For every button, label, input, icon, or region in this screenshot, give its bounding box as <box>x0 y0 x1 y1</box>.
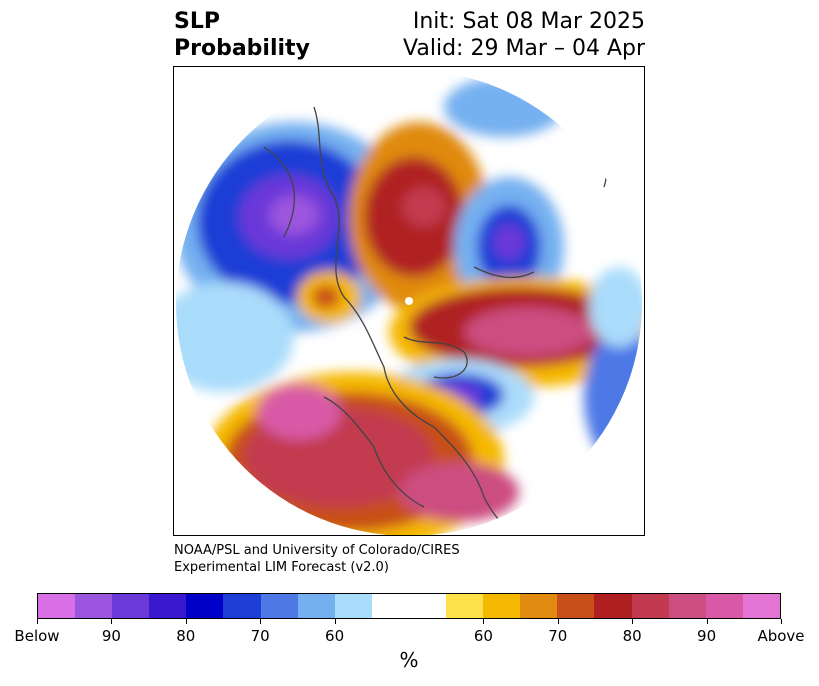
colorbar-segment <box>186 594 224 618</box>
colorbar-segment <box>408 594 447 618</box>
valid-range: Valid: 29 Mar – 04 Apr <box>403 36 645 61</box>
colorbar-segment <box>260 594 298 618</box>
colorbar-tick-mark <box>483 619 485 624</box>
credit: NOAA/PSL and University of Colorado/CIRE… <box>174 542 460 576</box>
colorbar-segment <box>112 594 150 618</box>
colorbar-segment <box>223 594 261 618</box>
colorbar-segment <box>38 594 76 618</box>
colorbar-tick-label: 90 <box>697 627 717 645</box>
colorbar-segment <box>483 594 521 618</box>
colorbar-segment <box>334 594 372 618</box>
colorbar-tick-label: 70 <box>250 627 270 645</box>
colorbar-tick-mark <box>185 619 187 624</box>
polar-map <box>173 66 645 536</box>
colorbar-tick-mark <box>557 619 559 624</box>
colorbar-segment <box>594 594 632 618</box>
colorbar-segment <box>631 594 669 618</box>
colorbar-tick-mark <box>706 619 708 624</box>
colorbar-tick-mark <box>37 619 38 624</box>
colorbar-segment <box>75 594 113 618</box>
colorbar-segment <box>149 594 187 618</box>
colorbar-tick-mark <box>260 619 262 624</box>
title-variable: SLP <box>174 9 220 34</box>
colorbar <box>37 593 781 619</box>
init-date: Init: Sat 08 Mar 2025 <box>412 9 645 34</box>
credit-line-2: Experimental LIM Forecast (v2.0) <box>174 560 389 575</box>
colorbar-tick-label: 60 <box>325 627 345 645</box>
colorbar-tick-label: Above <box>757 627 805 645</box>
credit-line-1: NOAA/PSL and University of Colorado/CIRE… <box>174 543 460 558</box>
colorbar-tick-mark <box>781 619 782 624</box>
colorbar-tick-label: 80 <box>622 627 642 645</box>
colorbar-tick-mark <box>334 619 336 624</box>
colorbar-tick-label: 80 <box>176 627 196 645</box>
title-right: Init: Sat 08 Mar 2025 Valid: 29 Mar – 04… <box>403 8 645 62</box>
probability-map-svg <box>176 70 642 535</box>
colorbar-tick-label: 60 <box>473 627 493 645</box>
colorbar-tick-label: 90 <box>101 627 121 645</box>
colorbar-tick-mark <box>111 619 113 624</box>
probability-field <box>176 70 642 535</box>
colorbar-segment <box>742 594 780 618</box>
colorbar-segment <box>668 594 706 618</box>
colorbar-segment <box>520 594 558 618</box>
colorbar-segment <box>557 594 595 618</box>
colorbar-tick-mark <box>632 619 634 624</box>
colorbar-segment <box>371 594 409 618</box>
colorbar-segment <box>705 594 743 618</box>
colorbar-tick-label: 70 <box>548 627 568 645</box>
title-type: Probability <box>174 36 310 61</box>
colorbar-segment <box>297 594 335 618</box>
colorbar-unit: % <box>399 648 419 672</box>
colorbar-tick-label: Below <box>14 627 60 645</box>
colorbar-segment <box>446 594 484 618</box>
title-left: SLP Probability <box>174 8 310 62</box>
